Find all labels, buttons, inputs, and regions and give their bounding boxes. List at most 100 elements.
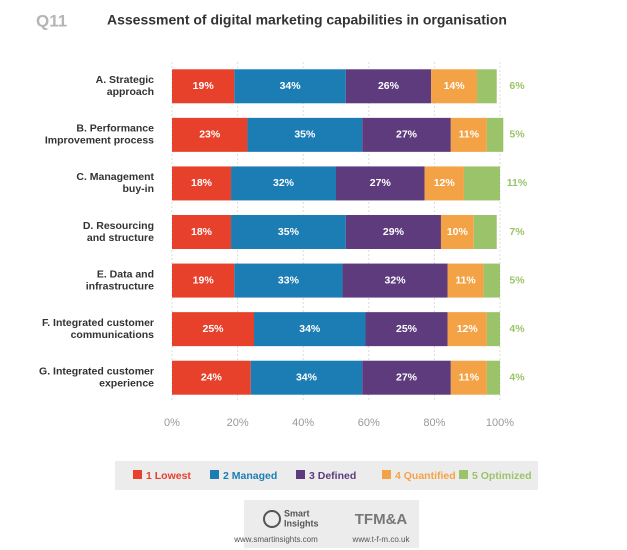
data-label: 5% [509, 129, 525, 141]
legend-swatch [459, 470, 468, 479]
bar-segment [362, 360, 451, 395]
y-tick-label: D. Resourcing [83, 220, 154, 232]
logo-text: Insights [284, 518, 319, 528]
bar-segment [345, 69, 432, 104]
bar-segment [486, 360, 500, 395]
y-tick-label: buy-in [123, 183, 155, 195]
data-label: 5% [509, 274, 525, 286]
footer-box [244, 500, 419, 548]
y-tick-label: F. Integrated customer [42, 317, 154, 329]
y-tick-label: Improvement process [45, 135, 154, 147]
legend-label: 5 Optimized [472, 470, 532, 482]
bar-segment [365, 312, 448, 347]
bar-segment [172, 263, 235, 298]
data-label: 18% [191, 177, 213, 189]
legend-swatch [296, 470, 305, 479]
y-tick-label: approach [107, 86, 154, 98]
data-label: 24% [201, 371, 223, 383]
bar-segment [231, 215, 346, 249]
data-label: 12% [457, 323, 479, 335]
logo-text: TFM&A [355, 511, 408, 528]
chart-title: Assessment of digital marketing capabili… [107, 12, 507, 28]
bar-segment [450, 117, 487, 152]
logo-text: Smart [284, 508, 310, 518]
bar-segment [431, 69, 478, 104]
footer-url: www.t-f-m.co.uk [352, 535, 411, 544]
y-tick-label: C. Management [76, 171, 154, 183]
data-label: 32% [273, 177, 295, 189]
legend-label: 4 Quantified [395, 470, 456, 482]
bar-segment [362, 117, 451, 152]
data-label: 27% [370, 177, 392, 189]
data-label: 29% [383, 226, 405, 238]
data-label: 11% [455, 274, 476, 286]
legend-label: 1 Lowest [146, 470, 191, 482]
bar-segment [172, 360, 251, 395]
x-tick-label: 100% [486, 417, 514, 429]
bar-segment [231, 166, 336, 201]
bar-segment [486, 312, 500, 347]
data-label: 11% [507, 177, 528, 189]
y-tick-label: G. Integrated customer [39, 365, 154, 377]
legend-swatch [210, 470, 219, 479]
data-label: 32% [385, 274, 407, 286]
bar-segment [463, 166, 500, 201]
data-label: 11% [459, 371, 480, 383]
data-label: 33% [278, 274, 300, 286]
data-label: 25% [396, 323, 418, 335]
data-label: 23% [199, 129, 221, 141]
data-label: 4% [509, 323, 525, 335]
data-label: 27% [396, 371, 418, 383]
bar-segment [172, 166, 232, 201]
legend-label: 3 Defined [309, 470, 356, 482]
y-tick-label: and structure [87, 232, 154, 244]
bar-segment [254, 312, 366, 347]
bar-segment [473, 215, 497, 249]
y-tick-label: A. Strategic [96, 74, 155, 86]
question-number: Q11 [36, 11, 67, 30]
bar-segment [336, 166, 425, 201]
x-tick-label: 80% [423, 417, 445, 429]
bar-segment [342, 263, 448, 298]
bar-segment [172, 117, 248, 152]
data-label: 26% [378, 80, 400, 92]
data-label: 14% [444, 80, 466, 92]
y-tick-label: experience [99, 377, 154, 389]
data-label: 18% [191, 226, 213, 238]
data-label: 19% [193, 80, 215, 92]
bar-segment [440, 215, 474, 249]
x-tick-label: 0% [164, 417, 180, 429]
bar-segment [477, 69, 497, 104]
bar-segment [447, 263, 484, 298]
data-label: 35% [278, 226, 300, 238]
bar-segment [250, 360, 363, 395]
bar-segment [447, 312, 487, 347]
data-label: 6% [509, 80, 525, 92]
logo-icon [263, 510, 281, 528]
y-tick-label: infrastructure [86, 280, 154, 292]
footer-url: www.smartinsights.com [233, 535, 318, 544]
bar-segment [450, 360, 487, 395]
bar-segment [483, 263, 500, 298]
legend-swatch [133, 470, 142, 479]
data-label: 25% [202, 323, 224, 335]
y-tick-label: E. Data and [97, 268, 154, 280]
data-label: 35% [294, 129, 316, 141]
data-label: 34% [280, 80, 302, 92]
data-label: 4% [509, 371, 525, 383]
bar-segment [486, 117, 504, 152]
data-label: 34% [299, 323, 321, 335]
bar-segment [172, 312, 254, 347]
data-label: 34% [296, 371, 318, 383]
data-label: 7% [509, 226, 525, 238]
y-tick-label: B. Performance [76, 123, 154, 135]
bar-segment [234, 263, 343, 298]
bar-segment [234, 69, 346, 104]
legend-swatch [382, 470, 391, 479]
x-tick-label: 40% [292, 417, 314, 429]
x-tick-label: 20% [227, 417, 249, 429]
data-label: 19% [193, 274, 215, 286]
bar-segment [424, 166, 464, 201]
y-tick-label: communications [71, 329, 155, 341]
